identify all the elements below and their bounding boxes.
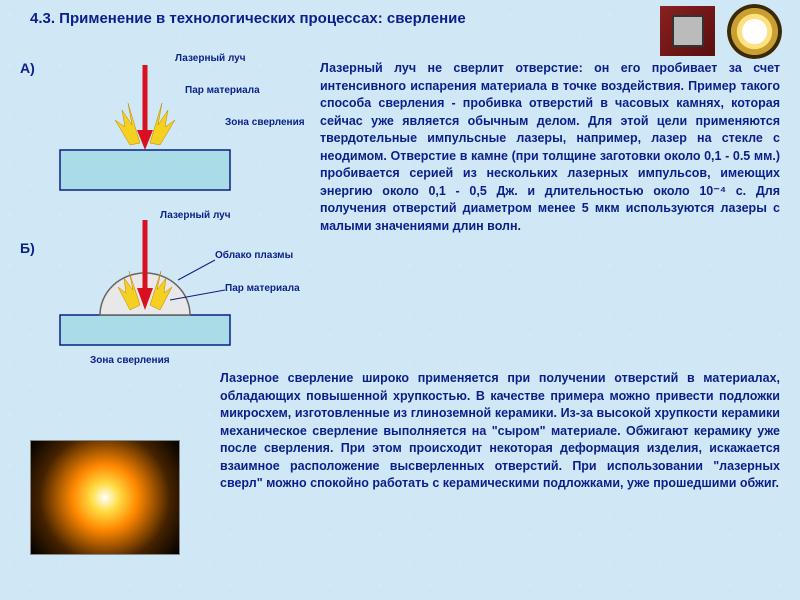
- paragraph-1: Лазерный луч не сверлит отверстие: он ег…: [320, 60, 780, 235]
- drilling-zone-label-a: Зона сверления: [225, 117, 305, 128]
- laser-beam-label-b: Лазерный луч: [160, 210, 231, 221]
- diagram-a: Лазерный луч Пар материала Зона сверлени…: [30, 55, 310, 210]
- plasma-cloud-label-b: Облако плазмы: [215, 250, 293, 261]
- spark-image: [30, 440, 180, 555]
- material-vapor-label-b: Пар материала: [225, 283, 300, 294]
- ring-image: [727, 4, 782, 59]
- laser-beam-label-a: Лазерный луч: [175, 53, 246, 64]
- material-vapor-label-a: Пар материала: [185, 85, 260, 96]
- chip-image: [660, 6, 715, 56]
- paragraph-2: Лазерное сверление широко применяется пр…: [220, 370, 780, 493]
- drilling-zone-label-b: Зона сверления: [90, 355, 170, 366]
- diagram-b: Лазерный луч Облако плазмы Пар материала…: [30, 215, 310, 380]
